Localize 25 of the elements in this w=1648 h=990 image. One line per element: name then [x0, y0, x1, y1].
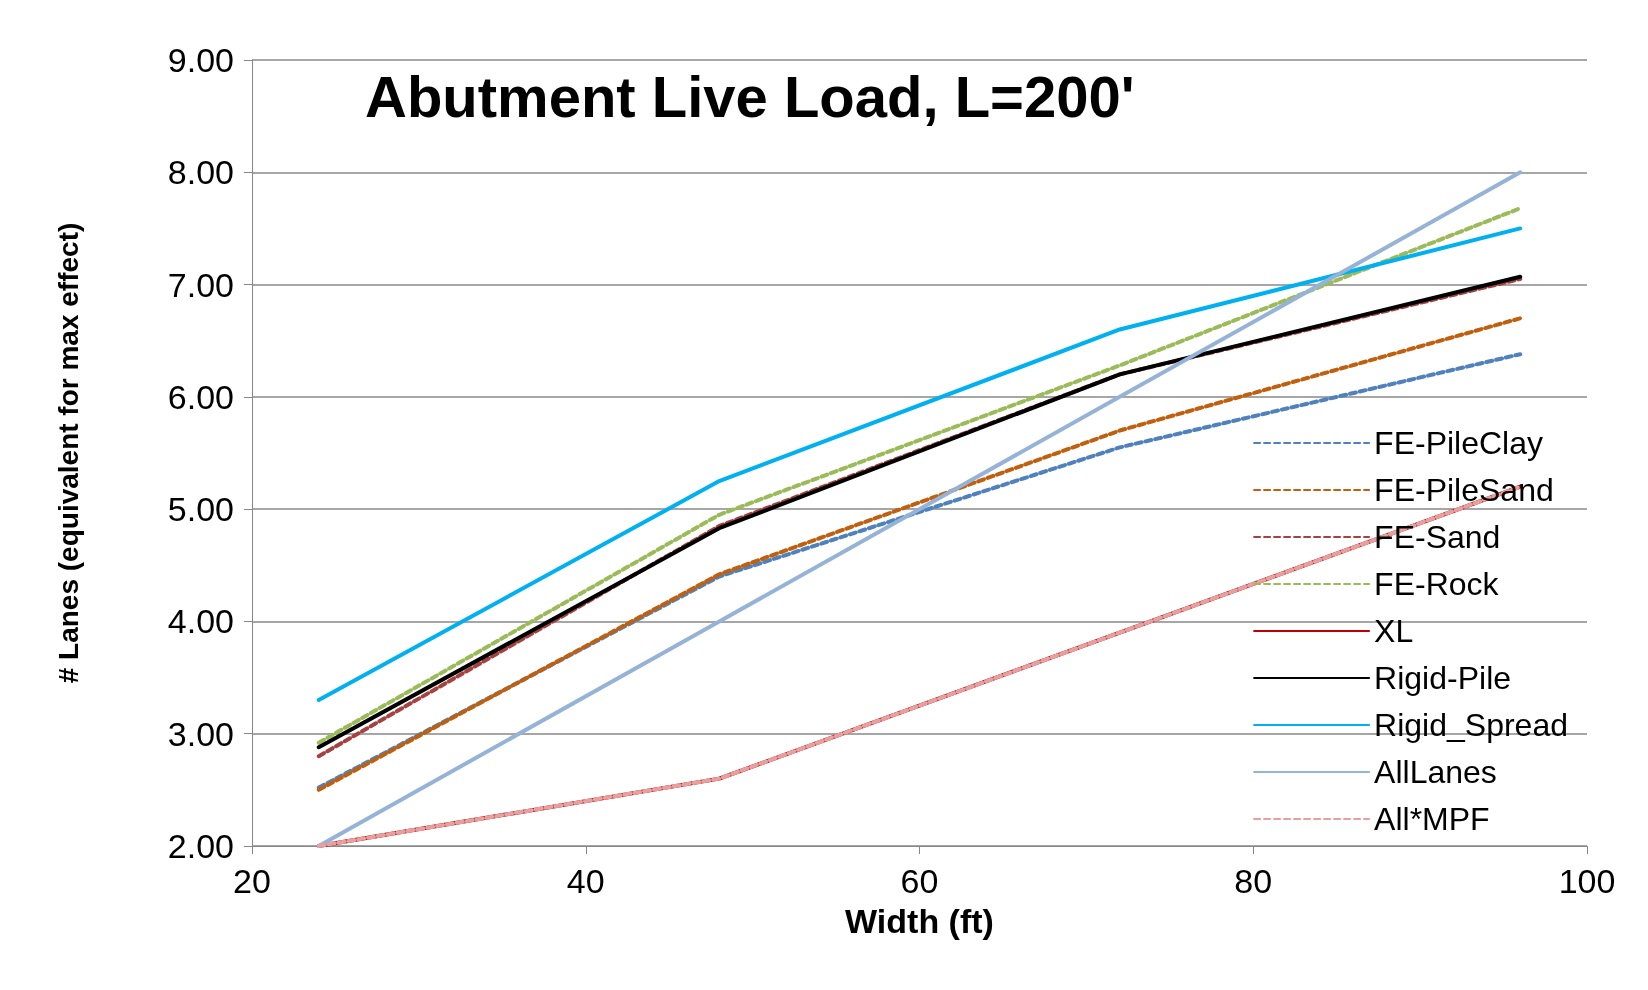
legend-label: FE-PileClay [1374, 425, 1544, 461]
x-tick-label: 20 [233, 862, 271, 900]
y-tick-label: 4.00 [167, 602, 234, 641]
legend-label: XL [1374, 613, 1414, 649]
legend-label: AllLanes [1374, 754, 1497, 790]
y-tick-label: 8.00 [167, 153, 234, 192]
legend-label: FE-PileSand [1374, 472, 1554, 508]
legend-label: Rigid-Pile [1374, 660, 1512, 696]
legend-label: FE-Rock [1374, 566, 1500, 602]
y-axis-title: # Lanes (equivalent for max effect) [52, 222, 84, 684]
legend-label: FE-Sand [1374, 519, 1501, 555]
y-tick-label: 7.00 [167, 265, 234, 304]
y-tick-label: 5.00 [167, 490, 234, 529]
x-axis-title: Width (ft) [845, 902, 994, 940]
x-tick-label: 60 [900, 862, 939, 900]
chart-title: Abutment Live Load, L=200' [365, 63, 1135, 129]
x-tick-label: 100 [1558, 862, 1616, 900]
x-tick-label: 40 [566, 862, 605, 900]
y-tick-label: 3.00 [167, 714, 234, 753]
x-tick-label: 80 [1234, 862, 1273, 900]
y-tick-label: 6.00 [167, 377, 234, 416]
y-tick-label: 9.00 [167, 41, 234, 79]
y-tick-label: 2.00 [167, 827, 234, 865]
legend-label: All*MPF [1374, 801, 1490, 837]
legend-label: Rigid_Spread [1374, 707, 1568, 743]
